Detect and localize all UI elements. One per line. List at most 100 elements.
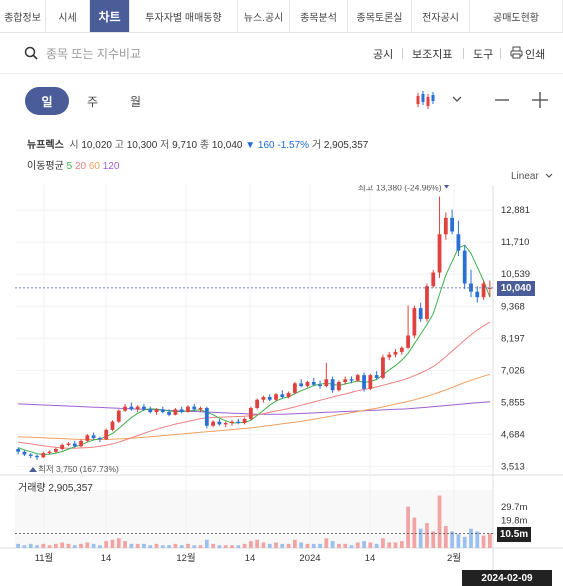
volume-bar xyxy=(425,523,429,548)
volume-bar xyxy=(368,542,373,548)
tab-6[interactable]: 종목토론실 xyxy=(348,0,412,32)
search-input[interactable] xyxy=(46,44,346,64)
candle-body xyxy=(248,407,253,419)
candle-body xyxy=(355,375,360,381)
candle-body xyxy=(469,283,473,292)
volume-bar xyxy=(261,542,266,548)
ma20-legend[interactable]: 20 xyxy=(74,161,87,172)
volume-bar xyxy=(374,543,379,548)
scale-mode-label: Linear xyxy=(511,171,539,182)
tab-8[interactable]: 공매도현황 xyxy=(470,0,563,32)
candle-body xyxy=(381,357,385,378)
volume-bar xyxy=(135,543,140,548)
candle-body xyxy=(443,217,448,235)
candle-body xyxy=(456,234,461,251)
high-value: 10,300 xyxy=(126,140,158,151)
high-marker-icon xyxy=(443,185,450,189)
close-label: 종 xyxy=(199,140,210,151)
volume-bar xyxy=(167,545,171,548)
candle-body xyxy=(91,435,96,439)
candle-body xyxy=(330,379,335,391)
volume-bar xyxy=(399,541,404,548)
tab-bar: 종합정보 시세 차트 투자자별 매매동향 뉴스.공시 종목분석 종목토론실 전자공시 공매도현황 xyxy=(0,0,563,33)
chevron-down-icon xyxy=(545,173,553,178)
volume-bar xyxy=(66,543,71,548)
ma5-legend[interactable]: 5 xyxy=(66,161,73,172)
ma120-legend[interactable]: 120 xyxy=(102,161,120,172)
tab-1[interactable]: 시세 xyxy=(46,0,90,32)
tools-button[interactable]: 도구 xyxy=(473,49,494,61)
print-icon[interactable] xyxy=(510,46,523,59)
period-month-button[interactable]: 월 xyxy=(130,95,142,109)
candlestick-type-icon[interactable] xyxy=(415,90,437,110)
volume-bar xyxy=(324,538,329,548)
candle-body xyxy=(110,421,115,430)
volume-bar xyxy=(242,543,247,548)
price-chart[interactable]: 12,881 11,710 10,539 9,368 8,197 7,026 5,855 4,… xyxy=(0,185,563,586)
ma20-line xyxy=(18,321,491,449)
open-label: 시 xyxy=(69,140,79,151)
volume-bar xyxy=(179,545,184,548)
candle-body xyxy=(399,347,404,352)
moving-average-legend: 이동평균 5 20 60 120 xyxy=(27,157,119,172)
volume-bar xyxy=(47,545,52,548)
tab-0[interactable]: 종합정보 xyxy=(0,0,46,32)
volume-bar xyxy=(248,541,253,548)
zoom-in-icon[interactable] xyxy=(532,92,548,108)
volume-bar xyxy=(173,543,178,548)
candle-body xyxy=(123,406,127,411)
volume-bar xyxy=(211,543,216,548)
volume-bar xyxy=(53,543,58,548)
volume-bar xyxy=(274,542,278,548)
zoom-out-icon[interactable] xyxy=(495,92,509,108)
volume-bar xyxy=(292,539,297,548)
volume-bar xyxy=(412,517,417,548)
volume-bar xyxy=(60,542,65,548)
volume-bar xyxy=(337,543,341,548)
volume-bar xyxy=(204,539,209,548)
volume-bar xyxy=(406,506,410,548)
divider xyxy=(402,48,403,59)
x-tick-label: 2월 xyxy=(447,552,461,564)
candle-body xyxy=(431,272,436,287)
print-button[interactable]: 인쇄 xyxy=(525,49,546,61)
y-tick-label: 8,197 xyxy=(501,333,525,344)
tab-5[interactable]: 종목분석 xyxy=(290,0,348,32)
tab-7[interactable]: 전자공시 xyxy=(412,0,470,32)
candle-body xyxy=(154,409,159,413)
candle-body xyxy=(255,399,260,408)
chevron-down-icon[interactable] xyxy=(452,95,462,103)
candle-body xyxy=(481,283,486,298)
candle-body xyxy=(47,451,52,454)
period-day-button[interactable]: 일 xyxy=(25,87,69,115)
period-week-button[interactable]: 주 xyxy=(87,95,99,109)
search-icon[interactable] xyxy=(24,46,38,60)
ma60-legend[interactable]: 60 xyxy=(88,161,100,172)
candle-body xyxy=(230,421,234,424)
tab-2[interactable]: 차트 xyxy=(90,0,130,32)
disclosure-button[interactable]: 공시 xyxy=(373,49,394,61)
candle-body xyxy=(425,286,429,320)
volume-bar xyxy=(35,545,39,548)
volume-bar xyxy=(475,531,480,548)
tab-4[interactable]: 뉴스.공시 xyxy=(238,0,290,32)
candle-body xyxy=(204,407,209,426)
volume-bar xyxy=(299,542,304,548)
volume-bar xyxy=(349,545,354,548)
y-tick-label: 4,684 xyxy=(501,429,525,440)
y-tick-label: 11,710 xyxy=(501,237,529,248)
volume-bar xyxy=(129,543,134,548)
candle-body xyxy=(223,423,228,425)
volume-tick-label: 19.8m xyxy=(501,516,527,527)
candle-body xyxy=(35,455,39,458)
scale-mode-selector[interactable]: Linear xyxy=(511,171,553,182)
y-tick-label: 7,026 xyxy=(501,365,525,376)
volume-bar xyxy=(198,545,203,548)
volume-bar xyxy=(362,541,366,548)
x-tick-label: 2024 xyxy=(299,553,320,564)
tab-3[interactable]: 투자자별 매매동향 xyxy=(130,0,238,32)
volume-bar xyxy=(267,543,272,548)
volume-label: 거 xyxy=(311,140,322,151)
candle-body xyxy=(274,394,278,400)
indicator-button[interactable]: 보조지표 xyxy=(412,49,453,61)
